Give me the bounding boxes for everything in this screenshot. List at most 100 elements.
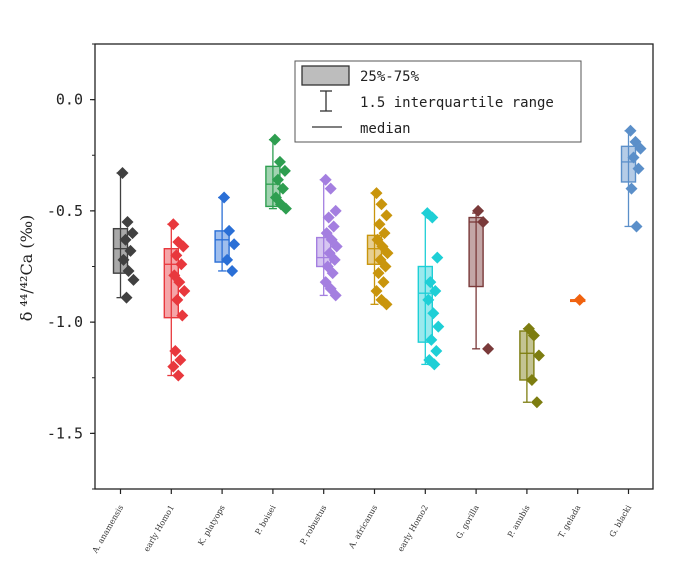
data-point [380,298,393,311]
data-point [326,267,339,280]
data-point [328,253,341,266]
data-point [271,173,284,186]
data-point [122,264,135,277]
data-point [380,209,393,222]
data-point [167,360,180,373]
data-point [276,182,289,195]
box-group [570,293,586,306]
box-group [163,218,191,382]
data-point [630,220,643,233]
data-point [278,164,291,177]
iqr-box [214,230,230,263]
y-tick-label: -1.0 [47,313,83,331]
box-group [468,204,495,355]
data-point [170,249,183,262]
x-tick-label: early Homo1 [142,504,176,554]
data-point [167,218,180,231]
data-point [373,218,386,231]
data-point [268,133,281,146]
data-point [432,320,445,333]
data-point [525,373,538,386]
data-point [322,211,335,224]
data-point [218,191,231,204]
data-point [377,276,390,289]
data-point [627,151,640,164]
data-point [625,182,638,195]
data-point [477,216,490,228]
data-point [319,173,332,186]
legend-whisker-label: 1.5 interquartile range [360,95,554,111]
x-tick-label: G. blacki [608,503,634,539]
data-point [429,284,442,297]
legend: 25%-75% 1.5 interquartile range median [294,60,582,143]
data-point [532,349,545,362]
data-point [126,227,139,240]
box-group [519,322,545,409]
data-point [330,240,343,253]
data-point [425,333,438,346]
data-point [177,240,190,253]
box-group [366,187,394,311]
x-tick-label: P. anubis [506,504,532,539]
x-tick-label: A. anamensis [90,504,125,556]
data-point [482,342,495,355]
data-point [226,264,239,277]
data-point [176,309,189,322]
x-tick-label: A. africanus [347,504,380,551]
data-point [573,293,586,306]
data-point [375,198,388,211]
data-point [279,202,292,215]
data-point [127,273,140,286]
x-tick-label: early Homo2 [396,504,430,554]
data-point [329,204,342,217]
data-point [472,204,485,217]
plot-area [112,124,647,409]
data-point [273,155,286,168]
y-axis-label: δ ⁴⁴/⁴²Ca (‰) [17,215,36,322]
data-point [116,167,129,180]
legend-median-label: median [360,121,411,137]
iqr-box [468,216,484,288]
data-point [378,227,391,240]
data-point [228,238,241,251]
data-point [426,211,439,224]
data-point [324,182,337,195]
legend-box-label: 25%-75% [360,69,420,85]
data-point [327,220,340,233]
x-tick-label: P. robustus [298,504,328,547]
data-point [178,284,191,297]
box-group [112,167,140,304]
data-point [223,224,236,237]
data-point [430,345,443,358]
data-point [169,345,182,358]
y-tick-label: 0.0 [56,91,83,109]
data-point [431,251,444,264]
box-group [265,133,292,215]
data-point [120,291,133,304]
data-point [427,307,440,320]
legend-box-swatch [301,65,350,86]
data-point [632,162,645,175]
data-point [329,289,342,302]
data-point [624,124,637,137]
box-group [417,207,445,371]
data-point [379,260,392,273]
data-point [634,142,647,155]
y-tick-label: -0.5 [47,202,83,220]
data-point [530,396,543,409]
data-point [424,276,437,289]
data-point [221,253,234,266]
box-group [316,173,343,302]
y-tick-label: -1.5 [47,424,83,442]
x-tick-label: K. platyops [196,504,226,548]
data-point [422,293,435,306]
x-tick-label: T. gelada [556,503,582,539]
data-point [381,247,394,260]
data-point [119,233,132,246]
data-point [172,369,185,382]
data-point [174,353,187,366]
data-point [370,187,383,200]
data-point [173,276,186,289]
data-point [175,258,188,271]
data-point [428,358,441,371]
